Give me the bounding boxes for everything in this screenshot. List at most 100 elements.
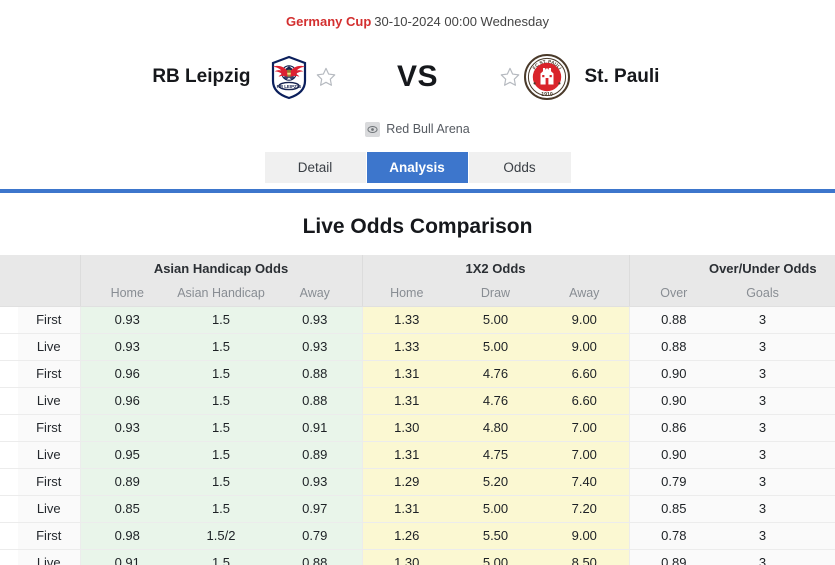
cell-1x2-draw: 5.50	[451, 522, 540, 550]
cell-ah-away: 0.93	[268, 468, 362, 496]
cell-ah-line: 1.5	[174, 495, 268, 523]
row-edge-spacer	[0, 333, 18, 361]
cell-stage: Live	[18, 495, 80, 523]
cell-ou-over: 0.88	[628, 333, 719, 361]
cell-ou-over: 0.89	[628, 549, 719, 565]
stage-group-header	[18, 255, 80, 281]
tab-odds[interactable]: Odds	[468, 152, 571, 183]
tab-bar: Detail Analysis Odds	[0, 152, 835, 183]
cell-stage: First	[18, 414, 80, 442]
cell-ah-line: 1.5	[174, 549, 268, 565]
cell-1x2-away: 7.00	[540, 441, 630, 469]
cell-ou-goals: 3	[718, 441, 808, 469]
col-1x2-draw: Draw	[451, 281, 540, 307]
venue-name: Red Bull Arena	[386, 122, 470, 136]
table-body: First0.931.50.931.335.009.000.8830.98Liv…	[0, 306, 835, 565]
svg-text:RB LEIPZIG: RB LEIPZIG	[276, 84, 301, 89]
cell-ou-over: 0.79	[628, 468, 719, 496]
stadium-icon	[365, 121, 381, 137]
vs-label: VS	[396, 60, 439, 93]
col-ou-over: Over	[628, 281, 719, 307]
cell-1x2-home: 1.31	[361, 387, 451, 415]
cell-ou-goals: 3	[718, 306, 808, 334]
cell-ah-away: 0.91	[268, 414, 362, 442]
cell-stage: First	[18, 306, 80, 334]
live-odds-comparison-table: Asian Handicap Odds 1X2 Odds Over/Under …	[0, 255, 835, 565]
stage-column-header	[18, 281, 80, 307]
away-team-name[interactable]: St. Pauli	[584, 66, 660, 87]
cell-ou-goals: 3	[718, 549, 808, 565]
row-edge-spacer	[0, 306, 18, 334]
home-team-block: RB Leipzig RB LEIPZIG	[23, 53, 353, 101]
cell-ou-over: 0.88	[628, 306, 719, 334]
cell-ou-goals: 3	[718, 333, 808, 361]
cell-ou-goals: 3	[718, 468, 808, 496]
cell-1x2-away: 6.60	[540, 387, 630, 415]
match-header: Germany Cup 30-10-2024 00:00 Wednesday RB…	[0, 0, 835, 193]
tab-detail[interactable]: Detail	[264, 152, 367, 183]
cell-ou-goals: 3	[718, 522, 808, 550]
cell-ou-goals: 3	[718, 495, 808, 523]
cell-1x2-away: 9.00	[540, 522, 630, 550]
tab-analysis[interactable]: Analysis	[366, 152, 469, 183]
cell-ou-over: 0.86	[628, 414, 719, 442]
cell-ah-home: 0.98	[79, 522, 174, 550]
cell-1x2-home: 1.31	[361, 360, 451, 388]
cell-stage: Live	[18, 549, 80, 565]
cell-ou-over: 0.90	[628, 387, 719, 415]
cell-1x2-draw: 4.76	[451, 360, 540, 388]
away-favorite-star-icon[interactable]	[497, 64, 523, 90]
cell-ou-goals: 3	[718, 387, 808, 415]
cell-ah-home: 0.95	[79, 441, 174, 469]
cell-stage: First	[18, 360, 80, 388]
row-edge-spacer	[0, 495, 18, 523]
col-ou-under: Under	[807, 281, 835, 307]
svg-text:1910: 1910	[541, 92, 553, 98]
cell-1x2-home: 1.29	[361, 468, 451, 496]
col-ah-away: Away	[268, 281, 362, 307]
cell-ou-over: 0.90	[628, 360, 719, 388]
cell-ah-away: 0.93	[268, 333, 362, 361]
group-header-asian-handicap: Asian Handicap Odds	[79, 255, 362, 281]
league-name[interactable]: Germany Cup	[286, 14, 372, 29]
column-header-row: Home Asian Handicap Away Home Draw Away …	[0, 281, 835, 307]
cell-1x2-away: 7.40	[540, 468, 630, 496]
cell-ou-under: 0.98	[807, 333, 835, 361]
group-header-over-under: Over/Under Odds	[628, 255, 835, 281]
cell-ou-under: 0.92	[807, 441, 835, 469]
group-header-1x2: 1X2 Odds	[361, 255, 630, 281]
cell-1x2-draw: 5.00	[451, 495, 540, 523]
cell-ah-away: 0.88	[268, 549, 362, 565]
cell-1x2-draw: 5.00	[451, 333, 540, 361]
cell-stage: Live	[18, 441, 80, 469]
row-edge-spacer	[0, 360, 18, 388]
row-edge-spacer	[0, 387, 18, 415]
cell-ou-under: 0.92	[807, 360, 835, 388]
cell-ou-over: 0.90	[628, 441, 719, 469]
teams-row: RB Leipzig RB LEIPZIG	[0, 46, 835, 108]
cell-1x2-home: 1.31	[361, 495, 451, 523]
cell-stage: Live	[18, 333, 80, 361]
cell-1x2-draw: 5.00	[451, 306, 540, 334]
cell-ou-over: 0.78	[628, 522, 719, 550]
cell-1x2-home: 1.33	[361, 306, 451, 334]
cell-1x2-away: 7.00	[540, 414, 630, 442]
col-1x2-home: Home	[361, 281, 451, 307]
cell-1x2-home: 1.30	[361, 549, 451, 565]
home-favorite-star-icon[interactable]	[313, 64, 339, 90]
cell-ah-line: 1.5	[174, 387, 268, 415]
page-title: Live Odds Comparison	[302, 215, 533, 238]
edge-spacer-header	[0, 255, 18, 281]
row-edge-spacer	[0, 414, 18, 442]
home-team-name[interactable]: RB Leipzig	[152, 66, 251, 87]
